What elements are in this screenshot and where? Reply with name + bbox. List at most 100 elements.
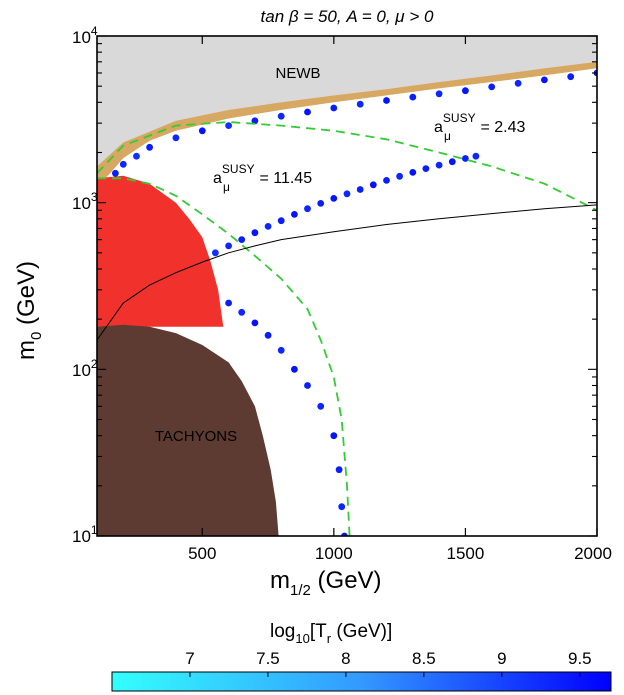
scatter-point (356, 186, 364, 193)
plot-frame (96, 35, 598, 537)
scatter-point (146, 143, 154, 151)
scatter-series-upper-band (112, 69, 597, 177)
y-tick-label-10-base: 10 (72, 527, 91, 546)
scatter-point (541, 76, 548, 84)
scatter-point (238, 308, 246, 316)
scatter-point (472, 152, 480, 160)
scatter-point (172, 134, 180, 142)
colorbar (111, 671, 612, 692)
x-tick-label-2000: 2000 (574, 544, 612, 563)
colorbar-label-sub: 10 (295, 631, 309, 646)
scatter-point (462, 87, 469, 95)
scatter-point (225, 122, 233, 129)
annotation-a-mu-11.45-base: a (213, 170, 222, 187)
colorbar-tick-label-8: 8 (341, 649, 350, 668)
scatter-point (330, 432, 338, 440)
scatter-point (291, 211, 298, 218)
scatter-point (330, 104, 338, 112)
scatter-point (198, 127, 206, 135)
scatter-point (409, 169, 417, 176)
tick-marks (97, 35, 598, 537)
x-axis-label-sub: 1/2 (290, 582, 311, 599)
region-orange-band (97, 61, 597, 187)
region-tachyons (97, 324, 279, 536)
y-tick-label-10000-base: 10 (72, 28, 91, 47)
scatter-point (304, 108, 311, 116)
scatter-point (304, 205, 311, 213)
y-tick-label-1000-exp: 3 (91, 190, 98, 204)
scatter-point (435, 90, 443, 98)
scatter-point (448, 158, 456, 166)
x-tick-label-1500: 1500 (447, 544, 485, 563)
y-tick-label-10000-exp: 4 (91, 24, 98, 38)
scatter-point (343, 190, 351, 198)
scatter-point (335, 466, 343, 474)
scatter-point (341, 532, 348, 536)
colorbar-label-sub2: r (327, 631, 332, 646)
chart-title: tan β = 50, A = 0, μ > 0 (261, 7, 434, 26)
y-tick-label-100-exp: 2 (91, 357, 98, 371)
y-axis-label-main: m (13, 340, 40, 360)
scatter-point (383, 177, 390, 184)
scatter-point (396, 172, 403, 180)
scatter-point (422, 165, 430, 173)
scatter-point (119, 160, 127, 168)
annotation-a-mu-2.43: aSUSY μ = 2.43 (434, 111, 525, 143)
x-axis-label: m1/2 (GeV) (270, 567, 382, 599)
y-tick-label-10000: 104 (72, 24, 98, 47)
annotation-a-mu-2.43-sub: μ (444, 129, 451, 143)
y-tick-label-10: 101 (72, 523, 98, 546)
scatter-point (238, 236, 246, 244)
annotation-a-mu-11.45-rest: = 11.45 (255, 170, 312, 187)
scatter-point (225, 242, 233, 250)
y-axis-label: m0 (GeV) (13, 261, 45, 360)
scatter-point (409, 93, 417, 101)
annotation-a-mu-2.43-rest: = 2.43 (476, 119, 525, 136)
scatter-point (435, 161, 443, 169)
scatter-point (338, 503, 346, 511)
colorbar-tick-label-7: 7 (185, 649, 194, 668)
annotation-a-mu-2.43-sup: SUSY (443, 111, 476, 125)
region-label-tachyons: TACHYONS (155, 428, 237, 445)
scatter-point (383, 97, 390, 104)
scatter-point (369, 181, 377, 189)
scatter-point (277, 112, 285, 120)
scatter-point (462, 155, 469, 162)
scatter-point (251, 319, 259, 327)
y-tick-label-1000: 103 (72, 190, 98, 213)
scatter-point (277, 346, 285, 354)
annotation-a-mu-11.45-sup: SUSY (222, 162, 255, 176)
annotation-a-mu-11.45-sub: μ (223, 180, 230, 194)
colorbar-label: log10[Tr (GeV)] (270, 621, 392, 646)
line-a_mu-11.45 (97, 177, 351, 536)
scatter-point (291, 365, 298, 373)
x-tick-label-1000: 1000 (315, 544, 353, 563)
region-newb (97, 36, 597, 167)
colorbar-label-mid: [T (310, 621, 327, 642)
scatter-point (356, 100, 364, 108)
colorbar-tick-label-9.5: 9.5 (568, 649, 592, 668)
y-tick-label-10-exp: 1 (91, 523, 98, 537)
scatter-point (277, 217, 285, 225)
x-tick-label-500: 500 (188, 544, 216, 563)
x-axis-label-rest: (GeV) (311, 567, 382, 594)
line-black-line (97, 204, 597, 341)
region-red (97, 175, 224, 327)
scatter-point (133, 152, 140, 160)
y-axis-label-sub: 0 (28, 332, 45, 340)
scatter-point (212, 249, 219, 257)
scatter-point (317, 402, 325, 410)
annotation-a-mu-11.45: aSUSY μ = 11.45 (213, 162, 312, 194)
scatter-point (514, 79, 522, 87)
colorbar-label-rest: (GeV)] (331, 621, 392, 642)
scatter-point (330, 195, 338, 202)
y-tick-label-100-base: 10 (72, 361, 91, 380)
region-label-newb: NEWB (276, 65, 321, 82)
x-axis-label-main: m (270, 567, 290, 594)
scatter-points (112, 69, 597, 536)
scatter-point (251, 229, 259, 237)
line-a_mu-2.43 (97, 121, 597, 212)
scatter-point (567, 73, 575, 81)
scatter-point (264, 331, 272, 339)
annotation-a-mu-2.43-base: a (434, 119, 443, 136)
